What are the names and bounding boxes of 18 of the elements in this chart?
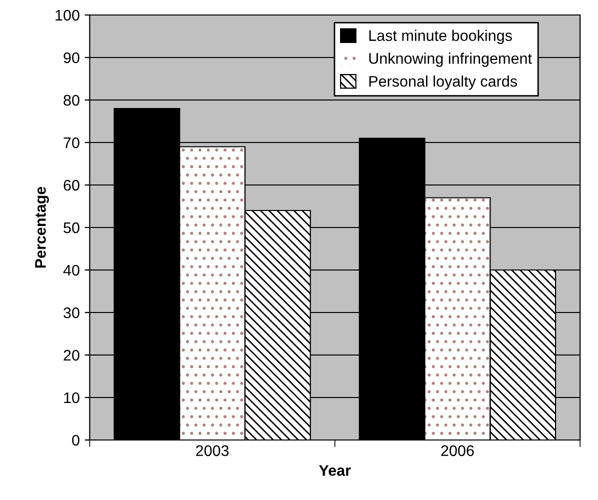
y-tick-label: 80 xyxy=(64,94,80,106)
x-tick-label: 2006 xyxy=(441,445,474,456)
y-tick-label: 90 xyxy=(64,52,80,64)
y-tick-label: 0 xyxy=(72,434,80,446)
y-tick-label: 20 xyxy=(64,350,80,361)
y-tick-label: 100 xyxy=(56,10,80,21)
y-axis-title: Percentage xyxy=(35,186,49,268)
y-tick-label: 10 xyxy=(64,392,80,404)
y-tick-label: 40 xyxy=(63,264,80,276)
legend-label: Last minute bookings xyxy=(369,30,512,44)
legend-label: Personal loyalty cards xyxy=(369,76,517,90)
legend-label: Unknowing infringement xyxy=(369,52,532,67)
y-tick-label: 30 xyxy=(64,307,80,318)
x-axis-title: Year xyxy=(318,465,351,476)
y-tick-label: 70 xyxy=(64,137,80,148)
y-tick-label: 50 xyxy=(64,222,80,234)
y-tick-label: 60 xyxy=(64,180,80,191)
x-tick-label: 2003 xyxy=(196,445,229,456)
